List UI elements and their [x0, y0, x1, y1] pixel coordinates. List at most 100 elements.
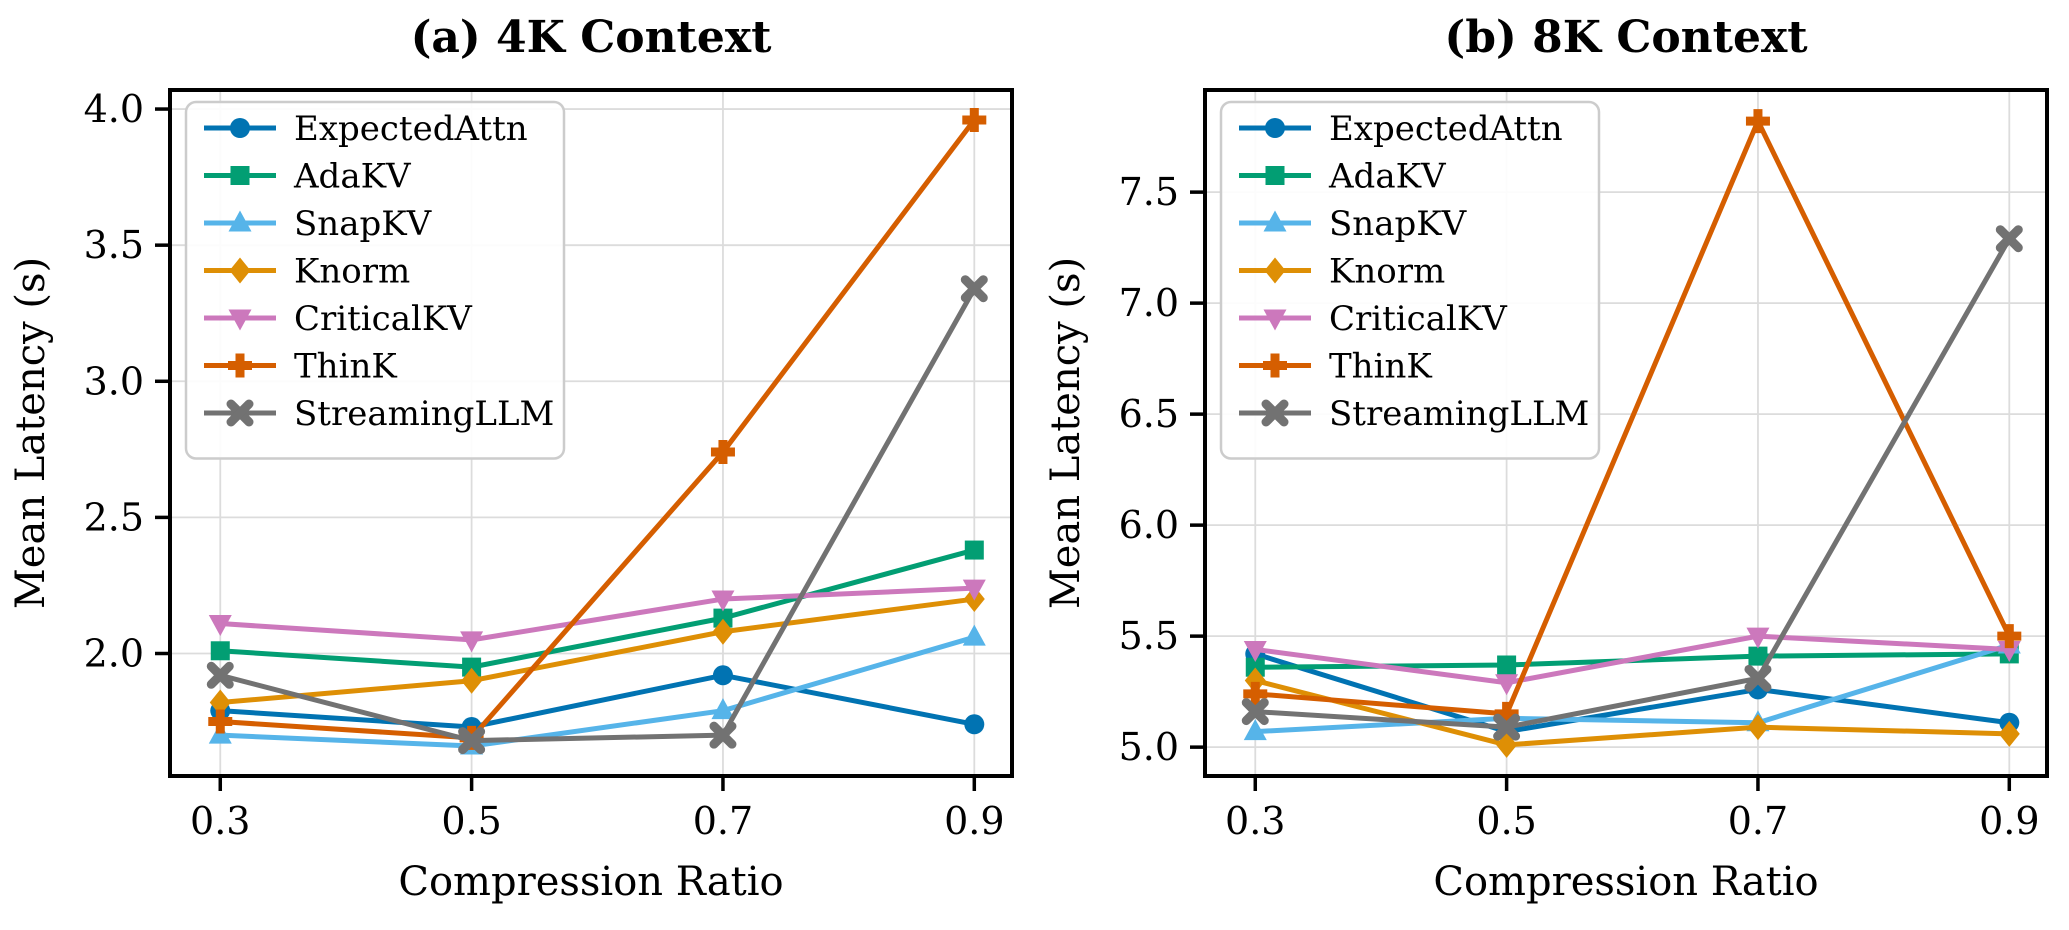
- plot-border: [1203, 88, 2049, 778]
- y-tick-label: 2.5: [84, 495, 144, 539]
- y-axis-label-4k: Mean Latency (s): [8, 257, 54, 609]
- series-line: [1255, 118, 2012, 717]
- diamond-marker: [1264, 257, 1286, 284]
- chart-title-4k: (a) 4K Context: [411, 12, 773, 63]
- series-Knorm: [209, 586, 985, 716]
- series-line: [1255, 237, 2012, 730]
- square-marker: [230, 166, 250, 185]
- legend-label: AdaKV: [1328, 157, 1447, 197]
- diamond-marker: [1998, 720, 2020, 747]
- diamond-marker: [1747, 714, 1769, 741]
- subplot-8k-context: (b) 8K Context Mean Latency (s) Compress…: [1035, 0, 2069, 930]
- x-tick-label: 0.9: [944, 799, 1004, 843]
- chart-4k-context: (a) 4K Context Mean Latency (s) Compress…: [8, 12, 1014, 905]
- legend-label: AdaKV: [293, 157, 412, 197]
- series-line: [1254, 651, 2010, 735]
- square-marker: [1265, 166, 1285, 185]
- x-marker: [206, 661, 234, 689]
- x-marker: [1261, 399, 1289, 427]
- legend: ExpectedAttn AdaKV SnapKV Knorm CriticalKV Th…: [1219, 100, 1601, 460]
- series-line: [220, 634, 976, 749]
- legend-entry-SnapKV: SnapKV: [204, 204, 433, 244]
- x-tick-label: 0.7: [1728, 799, 1788, 843]
- y-tick-label: 3.0: [84, 359, 144, 403]
- plus-marker: [228, 353, 252, 378]
- legend-entry-StreamingLLM: StreamingLLM: [204, 394, 554, 434]
- x-tick-label: 0.7: [693, 799, 753, 843]
- series-line: [219, 287, 977, 744]
- triangle-down-marker: [1243, 640, 1267, 662]
- circle-marker: [964, 714, 985, 735]
- triangle-up-marker: [711, 698, 735, 720]
- series-line: [220, 118, 977, 741]
- y-axis-label-8k: Mean Latency (s): [1043, 257, 1089, 609]
- series-CriticalKV: [208, 579, 986, 653]
- x-marker: [458, 727, 486, 755]
- series-line: [220, 585, 975, 643]
- plus-marker: [1263, 353, 1287, 378]
- triangle-up-marker: [1243, 719, 1267, 741]
- legend-label: ThinK: [294, 347, 397, 387]
- legend-label: Knorm: [1329, 252, 1445, 292]
- legend-entry-StreamingLLM: StreamingLLM: [1239, 394, 1589, 434]
- diamond-marker: [209, 689, 231, 716]
- plus-marker: [1494, 701, 1519, 726]
- subplot-4k-context: (a) 4K Context Mean Latency (s) Compress…: [0, 0, 1034, 930]
- series-ThinK: [1243, 109, 2022, 726]
- series-line: [1254, 678, 2010, 748]
- series-StreamingLLM: [1241, 225, 2023, 741]
- plus-marker: [710, 440, 735, 465]
- y-tick-label: 3.5: [84, 223, 144, 267]
- plus-marker: [1243, 681, 1268, 706]
- triangle-down-marker: [711, 590, 735, 612]
- series-line: [220, 672, 975, 730]
- diamond-marker: [461, 667, 483, 694]
- plus-marker: [1997, 624, 2022, 649]
- x-marker: [709, 721, 737, 749]
- series-line: [220, 596, 975, 705]
- plot-area-8k: 5.0 5.5 6.0 6.5 7.0 7.5 0.3 0.5 0.7 0.9 ExpectedAt…: [1119, 88, 2049, 843]
- legend-entry-CriticalKV: CriticalKV: [1239, 299, 1508, 339]
- legend-entry-AdaKV: AdaKV: [204, 157, 412, 197]
- legend-entry-ThinK: ThinK: [1239, 347, 1432, 387]
- y-tick-label: 4.0: [84, 87, 144, 131]
- y-tick-label: 6.5: [1119, 392, 1179, 436]
- legend-entry-CriticalKV: CriticalKV: [204, 299, 473, 339]
- triangle-down-marker: [460, 631, 484, 653]
- legend-label: ThinK: [1329, 347, 1432, 387]
- legend-label: ExpectedAttn: [294, 109, 528, 149]
- legend-label: SnapKV: [1329, 204, 1468, 244]
- square-marker: [1497, 655, 1517, 675]
- plot-border: [168, 88, 1014, 778]
- series-line: [1255, 642, 2011, 735]
- triangle-up-marker: [1263, 210, 1287, 232]
- legend-label: StreamingLLM: [1329, 394, 1589, 434]
- x-marker: [1744, 664, 1772, 692]
- triangle-down-marker: [962, 579, 986, 601]
- square-marker: [964, 540, 984, 560]
- x-marker: [1995, 225, 2023, 253]
- y-tick-label: 7.0: [1119, 281, 1179, 325]
- triangle-down-marker: [1263, 309, 1287, 331]
- triangle-down-marker: [1746, 627, 1770, 649]
- triangle-down-marker: [1495, 674, 1519, 696]
- triangle-down-marker: [1997, 640, 2021, 662]
- legend-label: ExpectedAttn: [1329, 109, 1563, 149]
- series-AdaKV: [210, 540, 984, 677]
- x-marker: [1241, 698, 1269, 726]
- y-tick-label: 7.5: [1119, 170, 1179, 214]
- plus-marker: [962, 107, 987, 132]
- legend-entry-SnapKV: SnapKV: [1239, 204, 1468, 244]
- circle-marker: [230, 118, 250, 138]
- series-line: [220, 547, 975, 670]
- plus-marker: [208, 709, 233, 734]
- series-StreamingLLM: [206, 275, 988, 755]
- legend-box: [184, 100, 566, 460]
- x-axis-label-8k: Compression Ratio: [1433, 859, 1818, 905]
- x-tick-label: 0.5: [1476, 799, 1536, 843]
- x-tick-label: 0.3: [190, 799, 250, 843]
- triangle-up-marker: [962, 624, 986, 646]
- square-marker: [210, 641, 230, 661]
- plot-area-4k: 2.0 2.5 3.0 3.5 4.0 0.3 0.5 0.7 0.9 ExpectedAttn A…: [84, 87, 1014, 843]
